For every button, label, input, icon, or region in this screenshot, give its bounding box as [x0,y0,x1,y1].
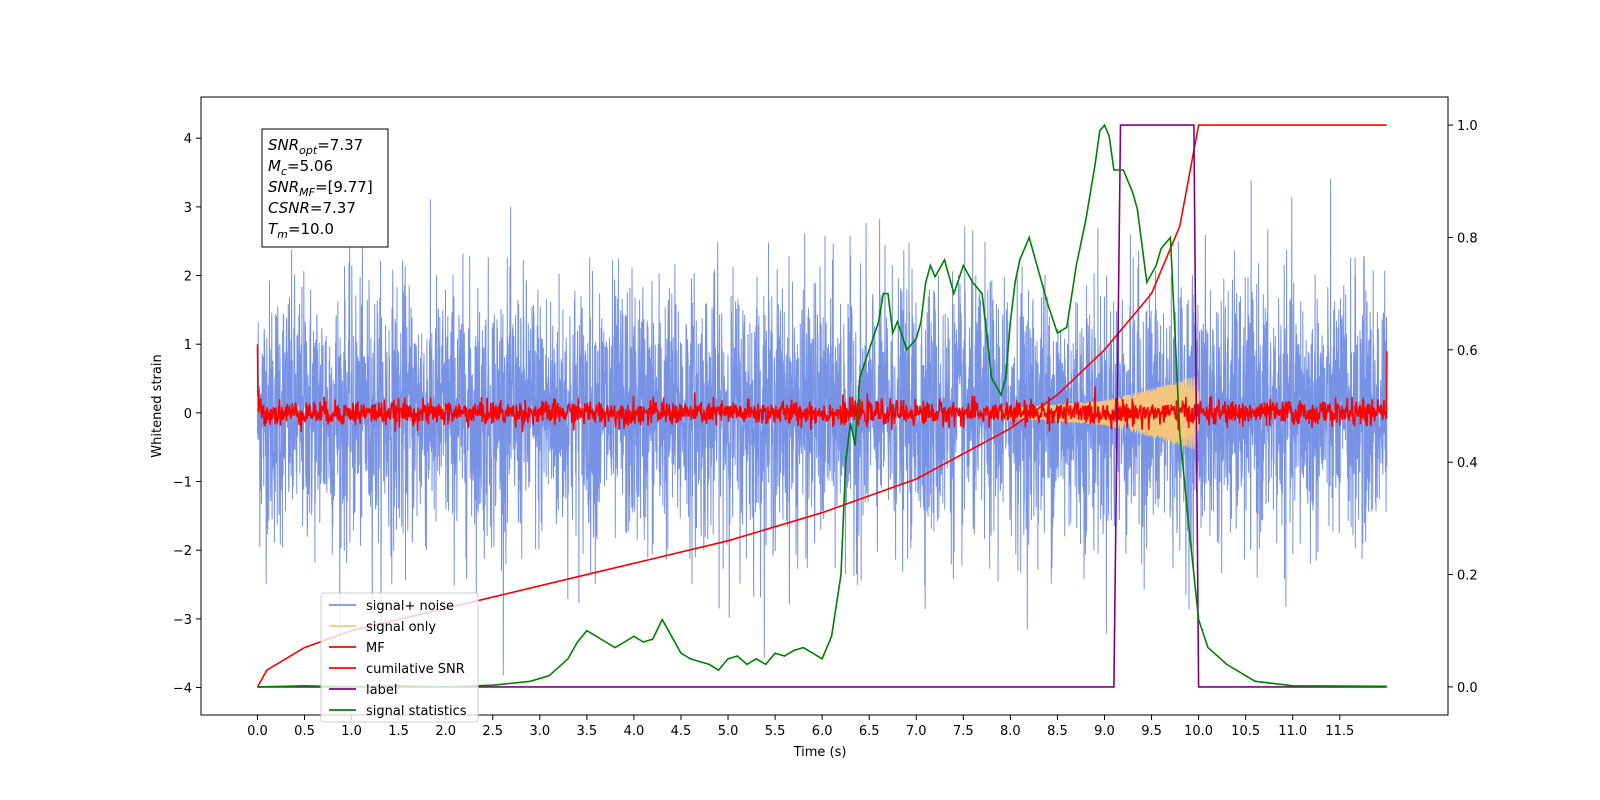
x-tick-label: 8.5 [1047,724,1068,739]
x-tick-label: 4.0 [624,724,645,739]
x-tick-label: 1.0 [341,724,362,739]
y-axis-right: 1.0 0.8 0.6 0.4 0.2 0.0 [1448,119,1478,696]
legend-label: signal+ noise [366,599,454,614]
x-tick-label: 5.5 [765,724,786,739]
y2-tick-label: 0.8 [1457,231,1478,246]
y-tick-label: 2 [184,270,192,285]
series-signal-noise [257,179,1388,676]
y-tick-label: 3 [184,201,192,216]
x-tick-label: 3.0 [529,724,550,739]
info-box-line: SNRopt=7.37 [268,136,363,157]
y-tick-label: 0 [184,407,192,422]
x-tick-label: 10.0 [1184,724,1213,739]
legend-frame [320,592,479,723]
y-tick-label: 1 [184,338,192,353]
x-tick-label: 7.0 [906,724,927,739]
series-cumulative-snr [256,124,1387,688]
x-tick-label: 8.0 [1000,724,1021,739]
y2-tick-label: 1.0 [1457,119,1478,134]
legend-label: MF [366,641,385,656]
series-mf [256,344,1388,433]
legend-label: signal statistics [366,704,467,719]
series-signal-statistics [257,123,1387,688]
legend: signal+ noise signal only MF cumilative SNR… [320,592,479,723]
x-tick-label: 4.5 [671,724,692,739]
legend-label: label [366,683,397,698]
y2-tick-label: 0.0 [1457,681,1478,696]
x-tick-label: 5.0 [718,724,739,739]
y2-tick-label: 0.2 [1457,569,1478,584]
info-box-frame [261,128,389,248]
y-axis-label: Whitened strain [150,354,165,457]
y-tick-label: −1 [173,476,192,491]
x-axis: 0.0 0.5 1.0 1.5 2.0 2.5 3.0 3.5 4.0 4.5 5.0 5.5 6.0 6… [247,715,1354,739]
y-tick-label: −4 [173,682,192,697]
x-tick-label: 2.5 [482,724,503,739]
y2-tick-label: 0.6 [1457,344,1478,359]
y-tick-label: 4 [184,132,192,147]
x-tick-label: 3.5 [577,724,598,739]
info-box-line: SNRMF=[9.77] [268,178,373,199]
x-tick-label: 9.5 [1141,724,1162,739]
x-axis-label: Time (s) [793,745,847,760]
legend-label: cumilative SNR [366,662,465,677]
x-tick-label: 6.5 [859,724,880,739]
x-tick-label: 10.5 [1231,724,1260,739]
info-box-line: CSNR=7.37 [268,199,356,217]
x-tick-label: 2.0 [435,724,456,739]
x-tick-label: 11.0 [1278,724,1307,739]
info-box-line: Tm=10.0 [268,220,334,241]
y-tick-label: −3 [173,613,192,628]
x-tick-label: 0.0 [247,724,268,739]
x-tick-label: 1.5 [388,724,409,739]
plot-frame [200,96,1449,716]
x-tick-label: 9.0 [1094,724,1115,739]
x-tick-label: 0.5 [294,724,315,739]
y2-tick-label: 0.4 [1457,456,1478,471]
x-tick-label: 7.5 [953,724,974,739]
y-tick-label: −2 [173,544,192,559]
x-tick-label: 11.5 [1325,724,1354,739]
info-box-line: Mc=5.06 [268,157,333,178]
x-tick-label: 6.0 [812,724,833,739]
series-layer [256,123,1388,688]
series-label [257,124,1387,688]
legend-label: signal only [366,620,436,635]
y-axis-left: 4 3 2 1 0 −1 −2 −3 −4 [173,132,201,697]
